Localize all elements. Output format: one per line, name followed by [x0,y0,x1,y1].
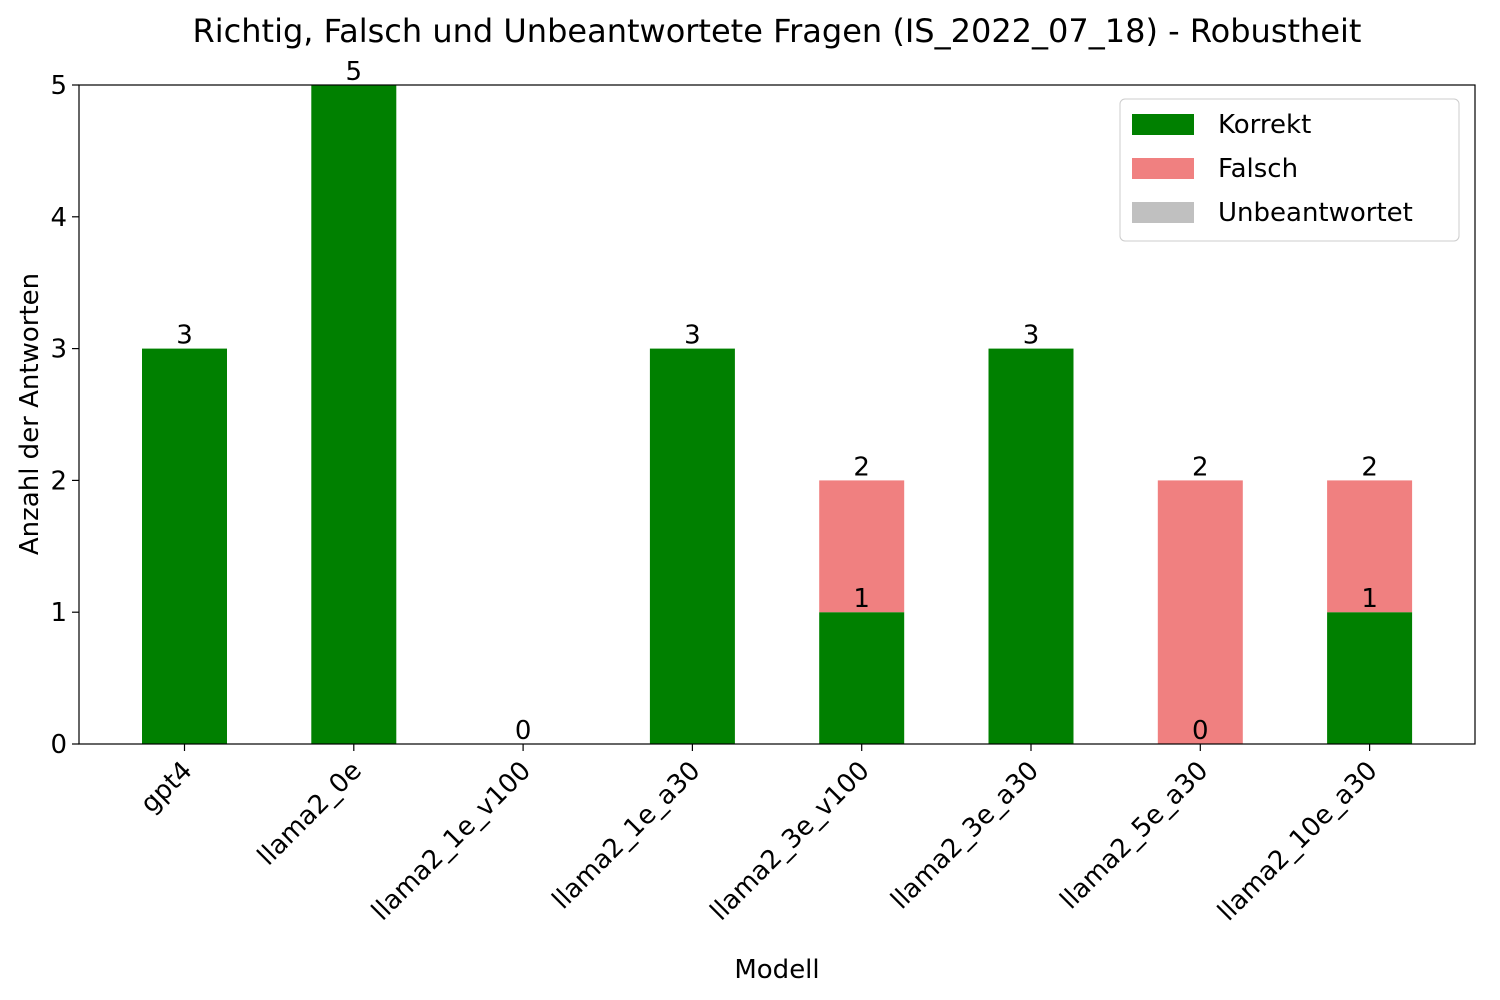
data-label-6: 3 [1023,321,1040,351]
bar-falsch-7 [1327,480,1413,613]
y-tick-label-5: 5 [50,71,67,101]
y-tick-label-2: 2 [50,466,67,496]
bar-falsch-6 [1157,480,1243,744]
y-axis-ticks: 0 1 2 3 4 5 [50,71,79,760]
legend-swatch-korrekt [1132,114,1194,135]
data-label-1: 5 [346,57,363,87]
bar-falsch-4 [819,480,905,613]
x-tick-label-2: llama2_1e_v100 [366,756,537,927]
y-tick-label-3: 3 [50,335,67,365]
legend-swatch-falsch [1132,158,1194,179]
y-tick-label-0: 0 [50,730,67,760]
legend-label-korrekt: Korrekt [1218,110,1311,140]
bar-korrekt-3 [649,348,735,744]
bar-labels-group: 3 5 0 3 1 2 3 0 2 1 2 [176,57,1378,746]
x-tick-label-7: llama2_10e_a30 [1212,756,1383,927]
x-tick-label-5: llama2_3e_a30 [885,756,1045,916]
chart-title: Richtig, Falsch und Unbeantwortete Frage… [193,12,1362,50]
bar-korrekt-0 [142,348,227,744]
legend-box [1119,98,1460,242]
bar-korrekt-5 [988,348,1074,744]
data-label-4: 1 [853,584,870,614]
data-label-2: 0 [515,716,532,746]
bar-korrekt-7 [1327,612,1413,744]
y-tick-label-4: 4 [50,203,67,233]
data-label-5: 2 [853,452,870,482]
x-tick-label-1: llama2_0e [252,756,368,872]
x-tick-label-3: llama2_1e_a30 [547,756,707,916]
legend-label-falsch: Falsch [1218,154,1298,184]
x-axis-label: Modell [734,955,819,985]
x-tick-label-4: llama2_3e_v100 [705,756,876,927]
legend-label-unbeantwortet: Unbeantwortet [1218,198,1413,228]
y-tick-label-1: 1 [50,598,67,628]
plot-frame [78,84,1476,745]
x-tick-label-6: llama2_5e_a30 [1055,756,1215,916]
data-label-0: 3 [176,321,193,351]
data-label-8: 2 [1192,452,1209,482]
y-axis-label: Anzahl der Antworten [15,273,45,555]
data-label-10: 2 [1361,452,1378,482]
legend-swatch-unbeantwortet [1132,202,1194,223]
bar-korrekt-1 [311,85,397,744]
data-label-3: 3 [684,321,701,351]
x-tick-label-0: gpt4 [135,756,198,819]
bar-korrekt-4 [819,612,905,744]
legend: Korrekt Falsch Unbeantwortet [1119,98,1460,242]
data-label-9: 1 [1361,584,1378,614]
bars-group [142,85,1413,744]
data-label-7: 0 [1192,716,1209,746]
